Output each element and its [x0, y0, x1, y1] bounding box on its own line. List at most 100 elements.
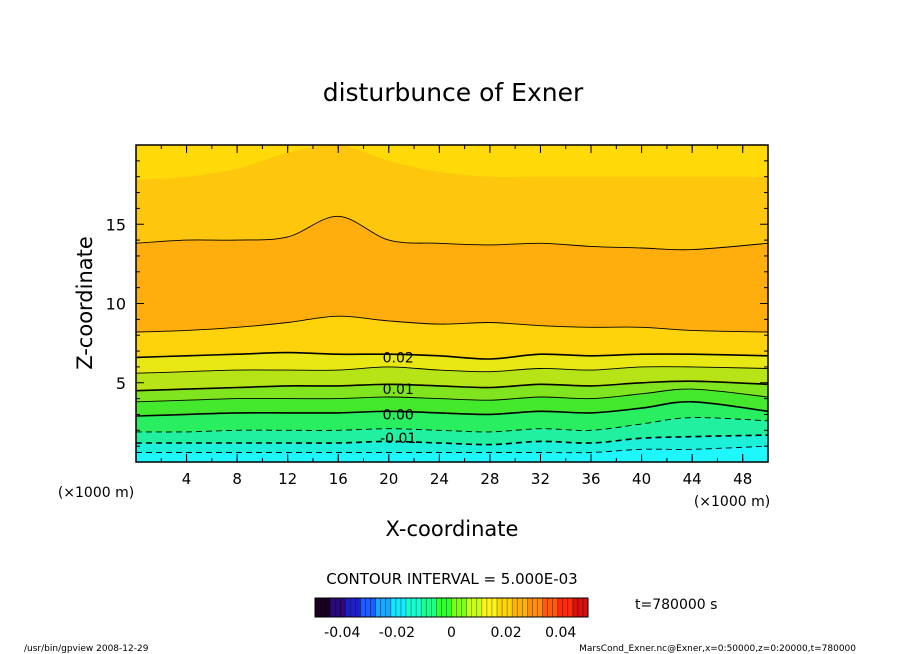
- colorbar-stripe: [370, 598, 377, 617]
- colorbar-stripe: [577, 598, 584, 617]
- contour-line: [136, 315, 768, 333]
- colorbar-stripe: [390, 598, 397, 617]
- x-tick-label: 16: [329, 470, 348, 488]
- colorbar-stripe: [522, 598, 528, 617]
- colorbar-stripe: [365, 598, 372, 617]
- colorbar-stripe: [315, 598, 321, 617]
- y-tick-label: 5: [116, 374, 126, 393]
- colorbar-stripe: [517, 598, 523, 617]
- colorbar-stripe: [512, 598, 518, 617]
- contour-label: 0.00: [383, 407, 414, 423]
- contour-line: [136, 380, 768, 392]
- colorbar-stripe: [350, 598, 356, 617]
- y-axis-label: Z-coordinate: [73, 236, 97, 370]
- colorbar-stripe: [335, 598, 341, 617]
- colorbar-stripe: [360, 598, 367, 617]
- colorbar-tick-label: 0.04: [545, 625, 576, 641]
- x-tick-label: 40: [632, 470, 651, 488]
- x-tick-label: 28: [480, 470, 499, 488]
- colorbar-stripe: [562, 598, 569, 617]
- x-tick-label: 8: [232, 470, 242, 488]
- colorbar-stripe: [552, 598, 559, 617]
- colorbar-stripe: [476, 598, 483, 617]
- x-tick-label: 24: [430, 470, 449, 488]
- x-axis-ticks: 4 8 12 16 20 24 28 32 36 40 44 48: [160, 145, 752, 488]
- x-tick-label: 20: [379, 470, 398, 488]
- colorbar-stripe: [532, 598, 538, 617]
- y-axis-ticks: 5 10 15: [106, 160, 768, 447]
- y-tick-label: 15: [106, 215, 126, 234]
- contour-line: [136, 434, 768, 446]
- colorbar-stripe: [411, 598, 417, 617]
- contour-line: [136, 388, 768, 403]
- colorbar-stripe: [537, 598, 543, 617]
- colorbar-stripe: [426, 598, 432, 617]
- contour-band: [136, 446, 768, 462]
- contour-interval-text: CONTOUR INTERVAL = 5.000E-03: [326, 570, 577, 588]
- chart-title: disturbunce of Exner: [323, 78, 584, 107]
- colorbar-stripe: [547, 598, 554, 617]
- colorbar-stripe: [527, 598, 533, 617]
- colorbar-stripe: [320, 598, 326, 617]
- colorbar-stripe: [325, 598, 331, 617]
- y-tick-label: 10: [106, 295, 126, 314]
- contour-label: 0.01: [383, 382, 414, 398]
- colorbar-stripe: [486, 598, 493, 617]
- x-tick-label: 12: [278, 470, 297, 488]
- colorbar-stripe: [380, 598, 387, 617]
- x-tick-label: 32: [531, 470, 550, 488]
- colorbar-stripe: [355, 598, 361, 617]
- colorbar-stripe: [471, 598, 478, 617]
- footer-right: MarsCond_Exner.nc@Exner,x=0:50000,z=0:20…: [579, 644, 856, 654]
- colorbar-stripe: [431, 598, 437, 617]
- x-tick-label: 48: [733, 470, 752, 488]
- colorbar-stripe: [375, 598, 382, 617]
- colorbar-stripe: [456, 598, 463, 617]
- colorbar-stripe: [385, 598, 392, 617]
- time-label: t=780000 s: [635, 597, 717, 613]
- contour-labels: 0.02 0.01 0.00 -0.01: [380, 350, 416, 447]
- x-tick-label: 4: [182, 470, 192, 488]
- x-axis-label: X-coordinate: [386, 517, 519, 541]
- contour-line: [136, 351, 768, 360]
- colorbar-frame: [314, 597, 589, 618]
- colorbar-stripe: [421, 598, 427, 617]
- colorbar-stripe: [446, 598, 452, 617]
- colorbar-stripe: [395, 598, 402, 617]
- x-tick-label: 44: [683, 470, 702, 488]
- contour-line: [136, 366, 768, 374]
- colorbar-stripe: [436, 598, 442, 617]
- contour-line: [136, 417, 768, 433]
- footer-left: /usr/bin/gpview 2008-12-29: [24, 644, 149, 654]
- colorbar-stripe: [400, 598, 407, 617]
- contour-label: -0.01: [380, 431, 416, 447]
- colorbar-stripe: [582, 598, 589, 617]
- colorbar-stripe: [481, 598, 488, 617]
- colorbar-stripe: [451, 598, 458, 617]
- colorbar-stripe: [466, 598, 473, 617]
- x-tick-label: 36: [581, 470, 600, 488]
- filled-contour-bands: [136, 145, 768, 462]
- colorbar: [314, 597, 589, 618]
- colorbar-stripe: [406, 598, 412, 617]
- colorbar-stripe: [557, 598, 564, 617]
- colorbar-tick-label: 0: [447, 625, 456, 641]
- colorbar-stripe: [507, 598, 513, 617]
- colorbar-stripe: [345, 598, 351, 617]
- x-unit-left: (×1000 m): [58, 485, 134, 501]
- colorbar-stripe: [330, 598, 336, 617]
- contour-line: [136, 445, 768, 454]
- contour-lines: [136, 215, 768, 454]
- contour-line: [136, 215, 768, 251]
- colorbar-stripe: [441, 598, 447, 617]
- colorbar-stripe: [542, 598, 549, 617]
- colorbar-stripe: [491, 598, 498, 617]
- colorbar-tick-label: 0.02: [491, 625, 522, 641]
- colorbar-stripe: [497, 598, 503, 617]
- x-unit-right: (×1000 m): [694, 494, 770, 510]
- colorbar-stripe: [461, 598, 468, 617]
- colorbar-stripe: [416, 598, 422, 617]
- contour-label: 0.02: [383, 350, 414, 366]
- contour-line: [136, 400, 768, 417]
